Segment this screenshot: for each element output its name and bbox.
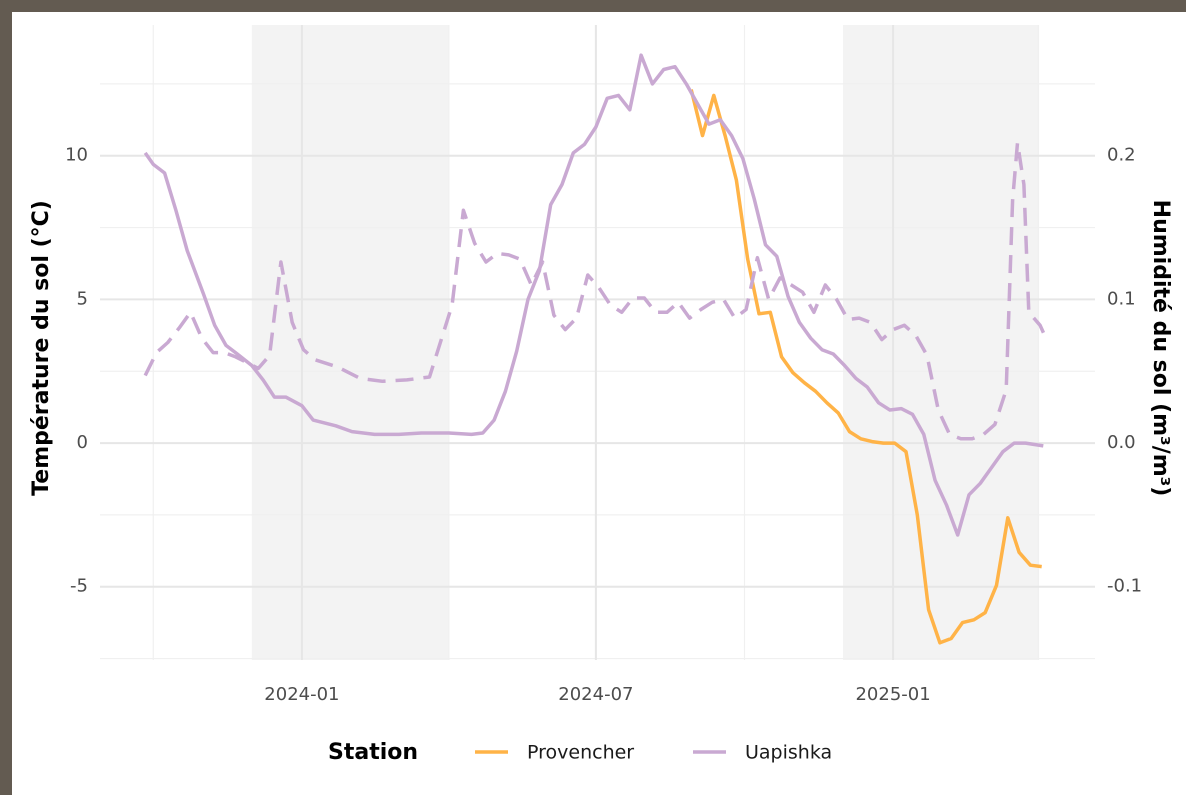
y-tick-label: 0 [77,432,88,453]
legend-label: Uapishka [745,742,832,764]
x-tick-label: 2025-01 [855,684,930,705]
shaded-period [251,25,449,660]
series-line [143,53,1044,537]
x-tick-label: 2024-07 [558,684,633,705]
shaded-period [843,25,1039,660]
plot-background [100,25,1095,660]
y2-tick-label: 0.0 [1107,432,1136,453]
y2-axis-title: Humidité du sol (m³/m³) [1148,200,1173,497]
series-line [689,89,1042,645]
y-axis-title: Température du sol (°C) [29,200,54,496]
series-line [143,141,1049,441]
legend-label: Provencher [527,742,634,764]
y2-tick-label: -0.1 [1107,576,1142,597]
y-tick-label: 10 [65,145,88,166]
y2-tick-label: 0.2 [1107,145,1136,166]
y2-tick-label: 0.1 [1107,288,1136,309]
y-tick-label: 5 [77,288,88,309]
x-tick-label: 2024-01 [264,684,339,705]
legend-title: Station [328,740,418,765]
y-tick-label: -5 [70,576,88,597]
